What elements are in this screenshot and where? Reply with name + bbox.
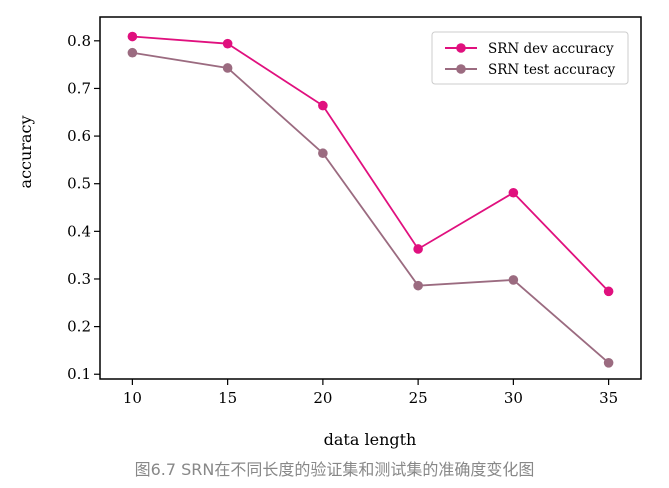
data-point <box>127 47 138 58</box>
data-point <box>413 280 423 291</box>
data-point <box>603 286 614 297</box>
legend-box <box>431 31 629 85</box>
x-tick-label: 20 <box>313 389 332 407</box>
series-layer <box>127 31 614 368</box>
x-axis: 10 15 20 25 30 35 <box>123 379 618 407</box>
data-point <box>127 31 138 42</box>
y-tick-label: 0.7 <box>67 79 91 97</box>
x-axis-label: data length <box>324 430 417 449</box>
legend: SRN dev accuracy SRN test accuracy <box>431 31 629 85</box>
y-tick-label: 0.2 <box>67 318 91 336</box>
y-tick-label: 0.1 <box>67 365 91 383</box>
legend-marker-1 <box>456 64 466 74</box>
y-tick-label: 0.6 <box>67 127 91 145</box>
data-point <box>222 63 233 73</box>
y-axis: 0.1 0.2 0.3 0.4 0.5 0.6 0.7 0.8 <box>67 32 100 383</box>
data-point <box>318 148 328 159</box>
data-point <box>508 275 519 285</box>
y-axis-label: accuracy <box>16 116 35 189</box>
series-line-0 <box>132 35 610 292</box>
series-line-1 <box>132 51 610 364</box>
line-chart: 0.1 0.2 0.3 0.4 0.5 0.6 0.7 0.8 10 15 20 25 30 35 da… <box>16 16 642 449</box>
data-point <box>508 187 519 198</box>
x-tick-label: 25 <box>409 389 428 407</box>
data-point <box>413 244 423 254</box>
data-point <box>222 38 233 49</box>
figure-caption: 图6.7 SRN在不同长度的验证集和测试集的准确度变化图 <box>134 460 535 479</box>
y-tick-label: 0.8 <box>67 32 91 50</box>
data-point <box>603 358 614 368</box>
legend-label-1: SRN test accuracy <box>488 62 616 78</box>
x-tick-label: 30 <box>504 389 523 407</box>
x-tick-label: 15 <box>218 389 237 407</box>
y-tick-label: 0.4 <box>67 222 91 240</box>
x-tick-label: 10 <box>123 389 142 407</box>
y-tick-label: 0.3 <box>67 270 91 288</box>
legend-label-0: SRN dev accuracy <box>488 41 614 57</box>
plot-frame <box>99 16 642 380</box>
data-point <box>318 100 328 111</box>
y-tick-label: 0.5 <box>67 175 91 193</box>
x-tick-label: 35 <box>599 389 618 407</box>
legend-marker-0 <box>456 43 466 53</box>
